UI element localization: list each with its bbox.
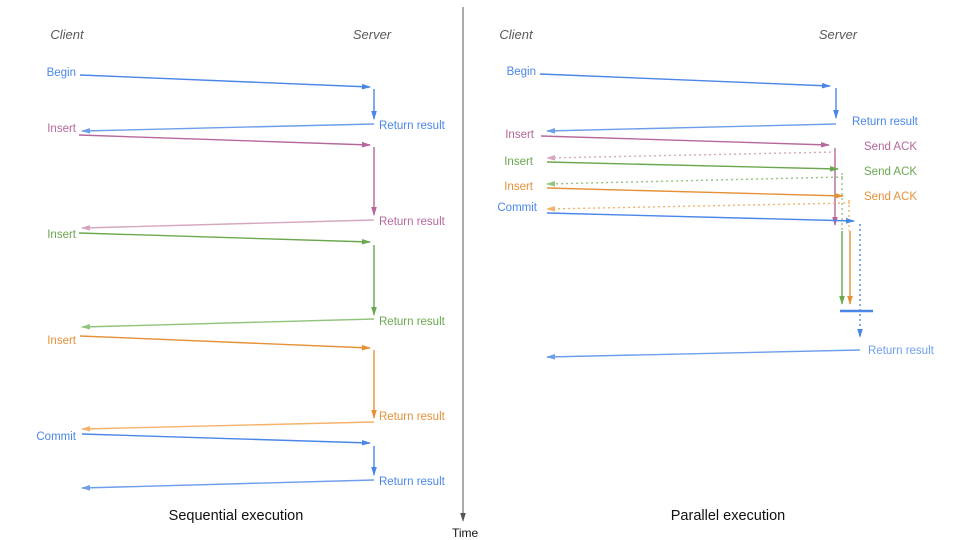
- left-return3-label: Return result: [379, 316, 446, 328]
- seq-begin-processing: [371, 89, 377, 120]
- right-begin-label: Begin: [507, 66, 536, 78]
- par-insert3-ack-head: [546, 206, 556, 212]
- par-insert2-ack: [546, 176, 844, 187]
- left-server-label: Server: [353, 27, 392, 42]
- par-commit-request-head: [845, 217, 855, 224]
- par-final-return-head: [546, 354, 556, 360]
- par-insert1-ack: [546, 151, 837, 161]
- par-insert1-processing: [832, 148, 838, 226]
- par-insert1-processing-head: [832, 217, 838, 226]
- seq-insert3-processing-head: [371, 410, 377, 419]
- right-insert2-label: Insert: [504, 156, 534, 168]
- sequential-caption: Sequential execution: [169, 508, 304, 524]
- seq-insert1-return: [81, 219, 375, 231]
- par-insert2-request: [546, 161, 839, 172]
- right-insert3-label: Insert: [504, 181, 534, 193]
- par-insert3-processing-head: [847, 296, 853, 305]
- seq-insert2-return-head: [81, 323, 91, 330]
- parallel-diagram-labels: Client Server Begin Insert Insert Insert…: [497, 27, 934, 524]
- left-return2-label: Return result: [379, 216, 446, 228]
- seq-commit-request-head: [361, 439, 371, 446]
- seq-insert2-processing: [371, 245, 377, 316]
- par-begin-processing-head: [833, 110, 839, 119]
- par-insert2-ack-head: [546, 181, 556, 187]
- right-insert1-label: Insert: [505, 129, 535, 141]
- par-begin-request-head: [821, 82, 831, 89]
- time-axis: [460, 7, 466, 522]
- right-ack1-label: Send ACK: [864, 141, 917, 153]
- left-return5-label: Return result: [379, 476, 446, 488]
- par-insert2-processing: [839, 231, 845, 305]
- par-begin-request: [539, 73, 831, 89]
- seq-commit-return-head: [81, 484, 91, 491]
- sequential-diagram-labels: Client Server Begin Insert Insert Insert…: [36, 27, 445, 524]
- seq-insert1-request-head: [361, 141, 371, 148]
- left-insert3-label: Insert: [47, 335, 77, 347]
- par-insert1-ack-head: [546, 155, 556, 161]
- right-commit-label: Commit: [497, 202, 537, 214]
- seq-commit-processing-head: [371, 467, 377, 476]
- par-insert3-request: [546, 187, 844, 199]
- seq-insert2-request: [78, 232, 371, 245]
- right-return-top-label: Return result: [852, 116, 919, 128]
- seq-begin-request: [79, 74, 371, 90]
- seq-insert3-return-head: [81, 426, 91, 432]
- seq-insert2-return: [81, 318, 375, 330]
- left-begin-label: Begin: [47, 67, 76, 79]
- time-axis-head: [460, 513, 466, 522]
- time-axis-label: Time: [452, 526, 479, 540]
- left-return4-label: Return result: [379, 411, 446, 423]
- seq-commit-request: [81, 433, 371, 446]
- par-insert3-ack: [546, 202, 851, 212]
- par-begin-return: [546, 123, 837, 134]
- seq-insert2-processing-head: [371, 307, 377, 316]
- seq-insert3-return: [81, 421, 375, 432]
- par-begin-processing: [833, 88, 839, 119]
- par-insert2-processing-head: [839, 296, 845, 305]
- seq-insert2-request-head: [361, 238, 371, 245]
- seq-begin-processing-head: [371, 111, 377, 120]
- seq-insert3-request-head: [361, 344, 371, 351]
- seq-insert3-processing: [371, 350, 377, 419]
- seq-begin-return-head: [81, 128, 91, 134]
- right-return-bottom-label: Return result: [868, 345, 935, 357]
- par-commit-wait-head: [857, 329, 863, 338]
- seq-insert1-return-head: [81, 224, 91, 231]
- left-insert1-label: Insert: [47, 123, 77, 135]
- par-insert3-processing: [847, 231, 853, 305]
- left-insert2-label: Insert: [47, 229, 77, 241]
- right-ack3-label: Send ACK: [864, 191, 917, 203]
- left-commit-label: Commit: [36, 431, 76, 443]
- par-insert1-request-head: [820, 141, 830, 148]
- par-commit-wait: [857, 224, 863, 338]
- seq-begin-return: [81, 123, 375, 134]
- right-server-label: Server: [819, 27, 858, 42]
- seq-insert1-processing: [371, 147, 377, 216]
- seq-insert1-processing-head: [371, 207, 377, 216]
- par-commit-request: [546, 212, 855, 224]
- par-final-return: [546, 349, 861, 360]
- par-insert3-request-head: [834, 192, 844, 199]
- par-insert2-request-head: [829, 166, 839, 172]
- par-begin-return-head: [546, 128, 556, 134]
- seq-insert1-request: [78, 134, 371, 148]
- right-ack2-label: Send ACK: [864, 166, 917, 178]
- seq-insert3-request: [79, 335, 371, 351]
- left-return1-label: Return result: [379, 120, 446, 132]
- arrow-layer: [78, 7, 873, 522]
- par-insert1-request: [540, 135, 830, 148]
- left-client-label: Client: [50, 27, 85, 42]
- parallel-caption: Parallel execution: [671, 508, 785, 524]
- right-client-label: Client: [499, 27, 534, 42]
- seq-commit-processing: [371, 446, 377, 476]
- seq-commit-return: [81, 479, 375, 491]
- seq-begin-request-head: [361, 83, 371, 90]
